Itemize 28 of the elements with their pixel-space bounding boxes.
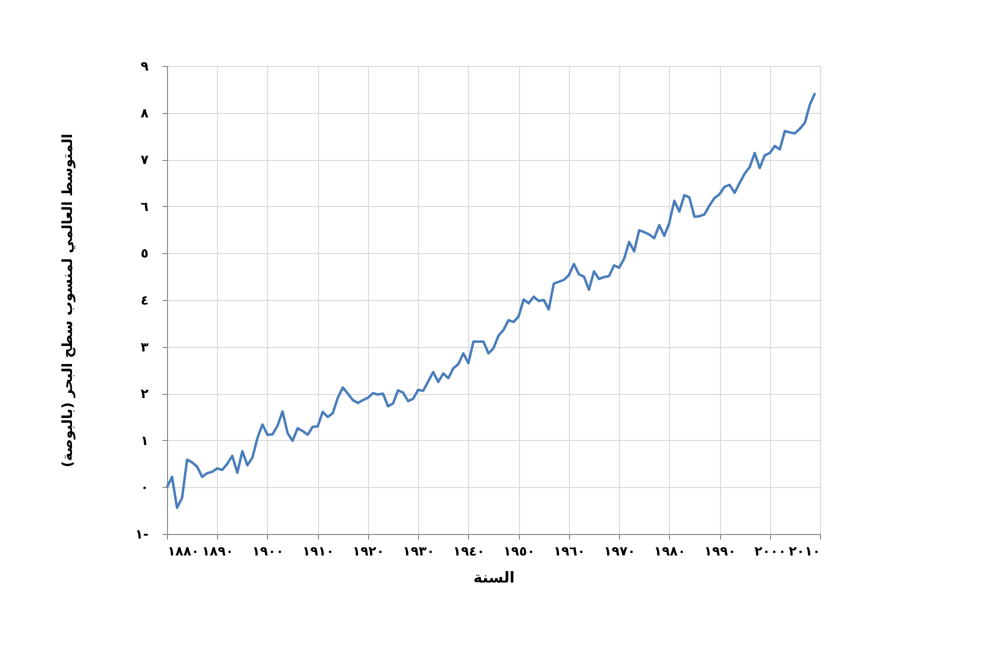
- x-tick-label: ١٩٥٠: [503, 544, 535, 560]
- x-tick-label: ١٩٦٠: [553, 544, 586, 560]
- x-axis-title: السنة: [473, 568, 515, 586]
- y-tick-label: ٥: [140, 246, 149, 262]
- y-tick-label: ٩: [140, 60, 149, 74]
- x-tick-label: ١٩٠٠: [252, 544, 284, 560]
- y-tick-label: ٧: [140, 153, 149, 168]
- y-tick-label: ٢: [140, 387, 149, 402]
- y-tick-label: ١: [140, 434, 148, 449]
- y-axis-title: المتوسط العالمي لمنسوب سطح البحر (بالبوصة): [60, 134, 76, 468]
- x-tick-label: ١٩١٠: [302, 544, 334, 560]
- x-tick-label: ٢٠١٠: [788, 544, 820, 560]
- x-tick-label: ١٩٧٠: [604, 544, 636, 560]
- x-tick-label: ١٩٢٠: [352, 544, 384, 560]
- x-tick-label: ١٨٨٠: [168, 544, 200, 560]
- x-tick-label: ١٩٤٠: [453, 544, 485, 560]
- y-tick-label: ٣: [140, 340, 149, 356]
- line-series: [166, 92, 816, 510]
- y-tick-label: ٠: [140, 480, 148, 496]
- y-tick-label: ٤: [140, 294, 148, 308]
- y-tick-label: ١-: [135, 528, 148, 542]
- x-tick-label: ١٩٣٠: [402, 544, 435, 560]
- y-tick-label: ٦: [140, 200, 149, 215]
- x-tick-label: ١٨٩٠: [202, 544, 234, 560]
- y-tick-label: ٨: [140, 106, 149, 122]
- x-tick-label: ٢٠٠٠: [754, 544, 786, 560]
- x-tick-label: ١٩٨٠: [654, 544, 686, 560]
- x-tick-label: ١٩٩٠: [704, 544, 736, 560]
